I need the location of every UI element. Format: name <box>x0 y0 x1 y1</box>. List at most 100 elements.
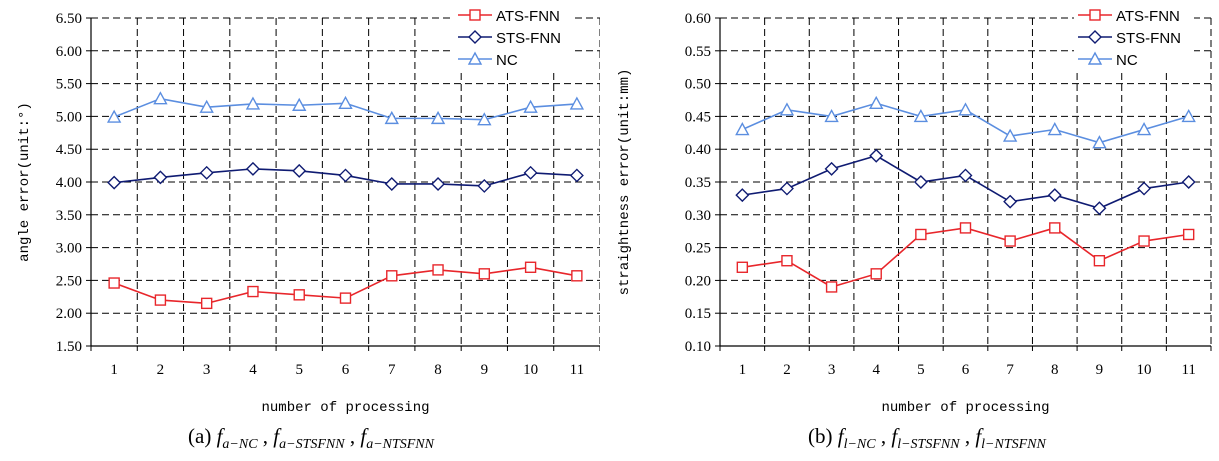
chart-b-point-ats-fnn <box>870 268 882 280</box>
chart-a-x-tick-label: 9 <box>481 362 489 378</box>
chart-b-y-tick-label: 0.20 <box>685 273 711 289</box>
chart-b-point-sts-fnn <box>1047 188 1062 203</box>
chart-a-point-ats-fnn <box>108 277 120 289</box>
chart-a-point-nc <box>106 109 122 123</box>
chart-b-y-tick-label: 0.55 <box>685 44 711 60</box>
chart-b-point-nc <box>735 122 750 136</box>
chart-b-legend-item: NC <box>1078 51 1138 69</box>
chart-a-x-tick-label: 1 <box>110 362 118 378</box>
chart-a-point-nc <box>338 95 353 109</box>
chart-b-point-ats-fnn <box>825 281 838 293</box>
chart-b-point-nc <box>824 108 839 123</box>
chart-b-series-sts-fnn <box>735 148 1196 216</box>
chart-b-x-tick-label: 9 <box>1096 362 1104 378</box>
chart-b-series-nc <box>735 95 1196 149</box>
chart-a-point-nc <box>430 110 446 125</box>
chart-b-y-tick-label: 0.40 <box>685 142 711 158</box>
chart-a-point-nc <box>569 96 585 110</box>
chart-b-point-nc <box>779 102 795 116</box>
chart-a: 1.50 2.00 2.50 3.00 3.50 4.00 4.50 5.00 5.50 6.00… <box>17 5 600 416</box>
chart-b-legend-label: ATS-FNN <box>1116 8 1180 25</box>
chart-b-legend-marker <box>1087 51 1103 65</box>
chart-a-point-sts-fnn <box>245 161 260 176</box>
chart-a-y-tick-label: 4.50 <box>56 142 82 158</box>
chart-a-point-nc <box>292 97 307 111</box>
chart-a-point-sts-fnn <box>477 178 492 193</box>
chart-b-point-nc <box>1181 108 1196 123</box>
chart-a-x-tick-label: 6 <box>342 362 350 378</box>
chart-b-x-tick-label: 1 <box>739 362 747 378</box>
chart-b-x-tick-label: 8 <box>1051 362 1059 378</box>
chart-b-legend-bg <box>1074 49 1194 69</box>
chart-b-y-tick-label: 0.10 <box>685 339 711 355</box>
chart-a-legend-item: STS-FNN <box>458 30 561 47</box>
chart-b-point-ats-fnn <box>1004 235 1016 247</box>
chart-a-point-sts-fnn <box>569 168 584 183</box>
chart-a-point-ats-fnn <box>478 268 491 280</box>
chart-a-y-tick-label: 4.00 <box>56 175 82 191</box>
chart-b-point-ats-fnn <box>915 228 927 241</box>
chart-a-point-nc <box>153 91 168 105</box>
chart-b-x-tick-label: 3 <box>828 362 836 378</box>
chart-a-x-tick-label: 7 <box>388 362 396 378</box>
chart-a-y-tick-label: 2.00 <box>56 306 82 322</box>
chart-a-legend-label: ATS-FNN <box>496 8 560 25</box>
chart-a-legend-marker <box>469 9 481 21</box>
chart-a-y-tick-label: 6.50 <box>56 11 82 27</box>
chart-b-y-tick-label: 0.30 <box>685 208 711 224</box>
chart-b-point-sts-fnn <box>824 161 839 176</box>
chart-a-point-ats-fnn <box>293 289 305 301</box>
chart-a-legend-label: STS-FNN <box>496 30 561 47</box>
chart-a-point-ats-fnn <box>571 270 583 282</box>
chart-b-point-sts-fnn <box>1003 194 1018 209</box>
chart-a-y-tick-label: 5.50 <box>56 77 82 93</box>
chart-a-x-tick-label: 4 <box>249 362 257 378</box>
chart-a-point-nc <box>477 112 492 126</box>
chart-b-legend-bg <box>1074 5 1194 25</box>
chart-b-y-axis-title: straightness error(unit:mm) <box>617 69 633 296</box>
chart-b-legend-label: STS-FNN <box>1116 30 1181 47</box>
chart-a-point-sts-fnn <box>153 170 168 185</box>
chart-b-point-sts-fnn <box>958 168 973 183</box>
chart-b-point-ats-fnn <box>781 255 793 267</box>
chart-b-x-axis-title: number of processing <box>881 400 1049 416</box>
chart-a-point-sts-fnn <box>292 163 307 178</box>
chart-b-line-ats-fnn <box>742 227 1189 288</box>
chart-b-point-sts-fnn <box>913 175 928 189</box>
chart-a-x-tick-label: 3 <box>203 362 211 378</box>
caption-b: (b) fl−NC , fl−STSFNN , fl−NTSFNN <box>808 424 1046 452</box>
chart-b-point-ats-fnn <box>736 261 749 273</box>
chart-a-y-tick-label: 6.00 <box>56 44 82 60</box>
chart-b-point-nc <box>869 95 884 109</box>
chart-b-x-tick-label: 6 <box>962 362 970 378</box>
chart-b-point-nc <box>913 108 929 123</box>
chart-a-y-tick-label: 1.50 <box>56 339 82 355</box>
chart-b-y-tick-label: 0.15 <box>685 306 711 322</box>
chart-b-legend-label: NC <box>1116 52 1138 69</box>
chart-a-point-sts-fnn <box>199 165 214 180</box>
chart-a-legend-item: ATS-FNN <box>458 8 560 25</box>
chart-b-y-tick-label: 0.60 <box>685 11 711 27</box>
chart-b-y-tick-label: 0.35 <box>685 175 711 191</box>
chart-a-point-ats-fnn <box>200 297 213 310</box>
chart-b-point-ats-fnn <box>1138 235 1150 247</box>
chart-a-series-sts-fnn <box>107 161 584 193</box>
chart-b-y-tick-label: 0.25 <box>685 241 711 257</box>
chart-a-point-ats-fnn <box>386 270 398 282</box>
chart-b-x-tick-label: 4 <box>872 362 880 378</box>
chart-a-y-tick-label: 5.00 <box>56 109 82 125</box>
chart-b-x-tick-label: 2 <box>783 362 791 378</box>
chart-a-legend-item: NC <box>458 51 518 69</box>
chart-b-point-sts-fnn <box>735 188 750 203</box>
chart-a-point-sts-fnn <box>107 175 122 190</box>
chart-b-point-sts-fnn <box>1092 201 1107 216</box>
chart-a-point-sts-fnn <box>384 176 399 191</box>
chart-a-point-ats-fnn <box>247 285 259 298</box>
caption-a: (a) fa−NC , fa−STSFNN , fa−NTSFNN <box>188 424 434 452</box>
chart-a-x-tick-label: 11 <box>570 362 584 378</box>
chart-b-y-tick-label: 0.50 <box>685 77 711 93</box>
chart-b-point-sts-fnn <box>1137 181 1152 196</box>
chart-b-x-tick-label: 7 <box>1006 362 1014 378</box>
chart-b-legend-bg <box>1074 27 1194 47</box>
chart-b-legend-marker <box>1089 9 1101 21</box>
